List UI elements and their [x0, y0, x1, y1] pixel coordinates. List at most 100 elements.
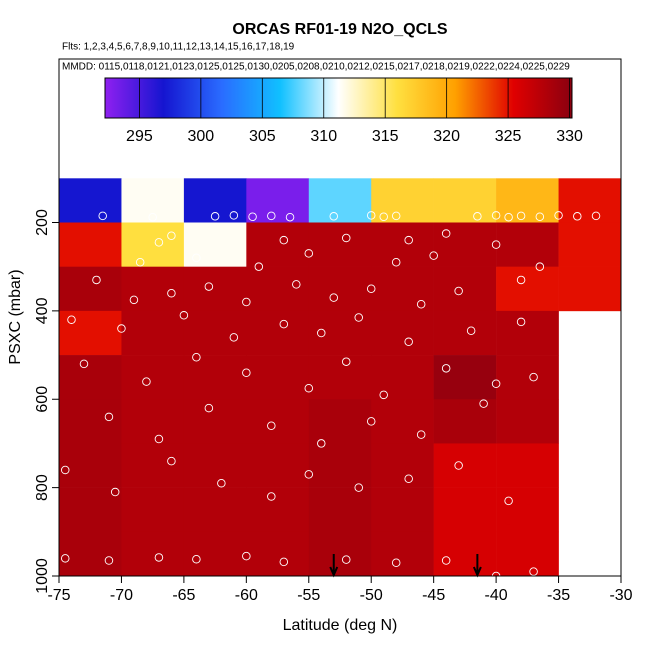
sample-point	[391, 558, 401, 567]
heatmap-cell	[496, 266, 559, 312]
heatmap-cell	[121, 355, 185, 400]
sample-point	[516, 211, 526, 221]
sample-point	[516, 317, 526, 327]
heatmap-cell	[183, 443, 247, 488]
heatmap-cell	[558, 266, 622, 312]
sample-point	[148, 212, 157, 222]
sample-point	[404, 337, 413, 347]
sample-point	[317, 439, 326, 448]
sample-point	[167, 288, 176, 298]
heatmap-cell	[183, 178, 247, 223]
sample-point	[529, 372, 538, 382]
y-tick-label: 800	[34, 474, 51, 501]
y-axis-label: PSXC (mbar)	[7, 269, 24, 364]
heatmap-cell	[433, 355, 497, 400]
sample-point	[454, 286, 463, 296]
heatmap-cell	[308, 443, 372, 488]
x-axis-label: Latitude (deg N)	[283, 617, 398, 634]
sample-point	[92, 275, 101, 285]
sample-point	[117, 324, 126, 333]
sample-point	[217, 478, 226, 488]
heatmap-cell	[246, 531, 310, 577]
heatmap-cell	[59, 266, 122, 312]
sample-point	[479, 399, 488, 408]
sample-point	[341, 555, 351, 564]
sample-point	[473, 212, 482, 221]
sample-point	[279, 319, 289, 329]
x-tick-label: -65	[172, 587, 195, 604]
sample-point	[79, 359, 89, 369]
heatmap-cell	[308, 310, 372, 356]
sample-point	[429, 251, 438, 260]
sample-point	[267, 211, 276, 221]
sample-point	[529, 567, 538, 576]
sample-point	[67, 315, 76, 324]
heatmap-cell	[246, 443, 310, 488]
sample-point	[254, 262, 264, 271]
heatmap-cell	[496, 178, 559, 223]
sample-point	[441, 229, 451, 238]
sample-point	[504, 496, 513, 506]
sample-point	[304, 470, 314, 479]
heatmap-cell	[121, 487, 185, 533]
heatmap-cell	[371, 487, 434, 533]
colorbar-tick-label: 305	[249, 128, 276, 145]
sample-point	[167, 231, 176, 241]
sample-point	[341, 233, 351, 243]
heatmap-cell	[496, 443, 559, 488]
sample-point	[416, 299, 426, 309]
x-tick-label: -55	[297, 587, 320, 604]
heatmap-cell	[59, 310, 122, 356]
sample-point	[242, 551, 251, 561]
sample-point	[573, 212, 582, 221]
sample-point	[441, 364, 451, 373]
sample-point	[304, 249, 314, 258]
heatmap-cell	[371, 531, 434, 577]
sample-point	[267, 421, 276, 431]
sample-point	[329, 212, 339, 221]
sample-point	[110, 487, 120, 497]
heatmap-cell	[371, 355, 434, 400]
heatmap-cell	[496, 399, 559, 444]
sample-point	[366, 284, 376, 294]
heatmap-cell	[246, 222, 310, 267]
subtitle: Flts: 1,2,3,4,5,6,7,8,9,10,11,12,13,14,1…	[62, 42, 295, 53]
heatmap-cell	[183, 310, 247, 356]
sample-point	[98, 211, 107, 221]
sample-point	[154, 238, 164, 247]
colorbar-tick-label: 325	[495, 128, 522, 145]
sample-point	[267, 492, 276, 501]
colorbar-tick-label: 295	[126, 128, 153, 145]
heatmap-cell	[246, 487, 310, 533]
heatmap-cell	[433, 443, 497, 488]
sample-point	[304, 383, 314, 393]
heatmap-cell	[496, 355, 559, 400]
sample-point	[535, 262, 545, 271]
sample-point	[192, 253, 201, 263]
sample-point	[167, 456, 176, 466]
sample-point	[366, 417, 376, 426]
sample-point	[204, 403, 214, 413]
heatmap-cell	[183, 266, 247, 312]
heatmap-cell	[59, 178, 122, 223]
sample-point	[60, 554, 70, 563]
sample-point	[329, 293, 339, 302]
sample-point	[60, 465, 70, 475]
x-tick-label: -45	[422, 587, 445, 604]
heatmap-cell	[308, 178, 372, 223]
sample-point	[379, 390, 388, 400]
heatmap-cell	[246, 178, 310, 223]
heatmap-cell	[59, 355, 122, 400]
heatmap-cell	[433, 222, 497, 267]
heatmap-cell	[496, 222, 559, 267]
x-tick-label: -40	[485, 587, 508, 604]
heatmap-cell	[59, 399, 122, 444]
heatmap-cell	[246, 355, 310, 400]
sample-point	[535, 212, 545, 222]
heatmap-cell	[246, 310, 310, 356]
heatmap-cell	[246, 266, 310, 312]
sample-point	[292, 280, 301, 289]
heatmap-cell	[433, 178, 497, 223]
colorbar	[104, 77, 573, 119]
